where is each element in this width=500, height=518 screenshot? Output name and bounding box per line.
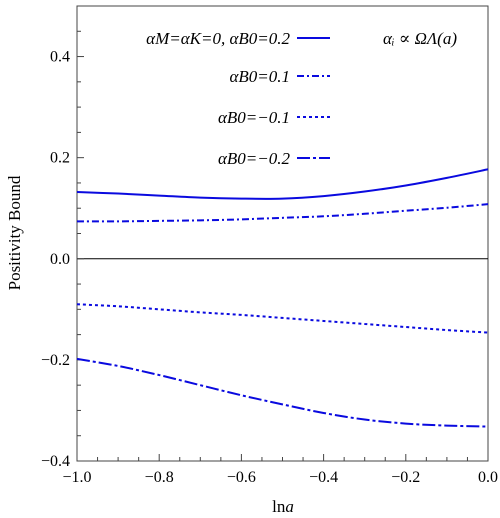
series-line-4 <box>76 357 489 428</box>
series-line-3 <box>76 303 489 334</box>
y-tick-label: 0.2 <box>50 150 70 167</box>
legend-note: αᵢ ∝ ΩΛ(a) <box>383 29 457 48</box>
y-tick-label: −0.2 <box>41 352 70 369</box>
x-tick-label: −0.6 <box>227 469 256 486</box>
series-layer <box>76 168 489 428</box>
legend-label-4: αB0=−0.2 <box>218 149 291 168</box>
y-tick-label: 0.0 <box>50 251 70 268</box>
x-tick-label: 0.0 <box>478 469 498 486</box>
x-tick-label: −0.2 <box>391 469 420 486</box>
axis-ticks: −1.0 −0.8 −0.6 −0.4 −0.2 0.0 −0.4 −0.2 0.0 0.2 0.4 <box>41 5 498 486</box>
x-tick-label: −0.4 <box>309 469 338 486</box>
y-tick-label: −0.4 <box>41 453 70 470</box>
x-axis-title: lna <box>272 497 294 516</box>
y-tick-label: 0.4 <box>50 49 70 66</box>
legend-label-3: αB0=−0.1 <box>218 108 290 127</box>
series-line-2 <box>76 203 489 223</box>
legend-label-2: αB0=0.1 <box>229 67 290 86</box>
x-tick-label: −1.0 <box>62 469 91 486</box>
series-line-1 <box>76 168 489 200</box>
x-tick-label: −0.8 <box>145 469 174 486</box>
legend-label-1: αM=αK=0, αB0=0.2 <box>146 29 290 48</box>
y-axis-title: Positivity Bound <box>5 175 24 290</box>
legend: αM=αK=0, αB0=0.2 αB0=0.1 αB0=−0.1 αB0=−0.2 α… <box>146 29 457 168</box>
